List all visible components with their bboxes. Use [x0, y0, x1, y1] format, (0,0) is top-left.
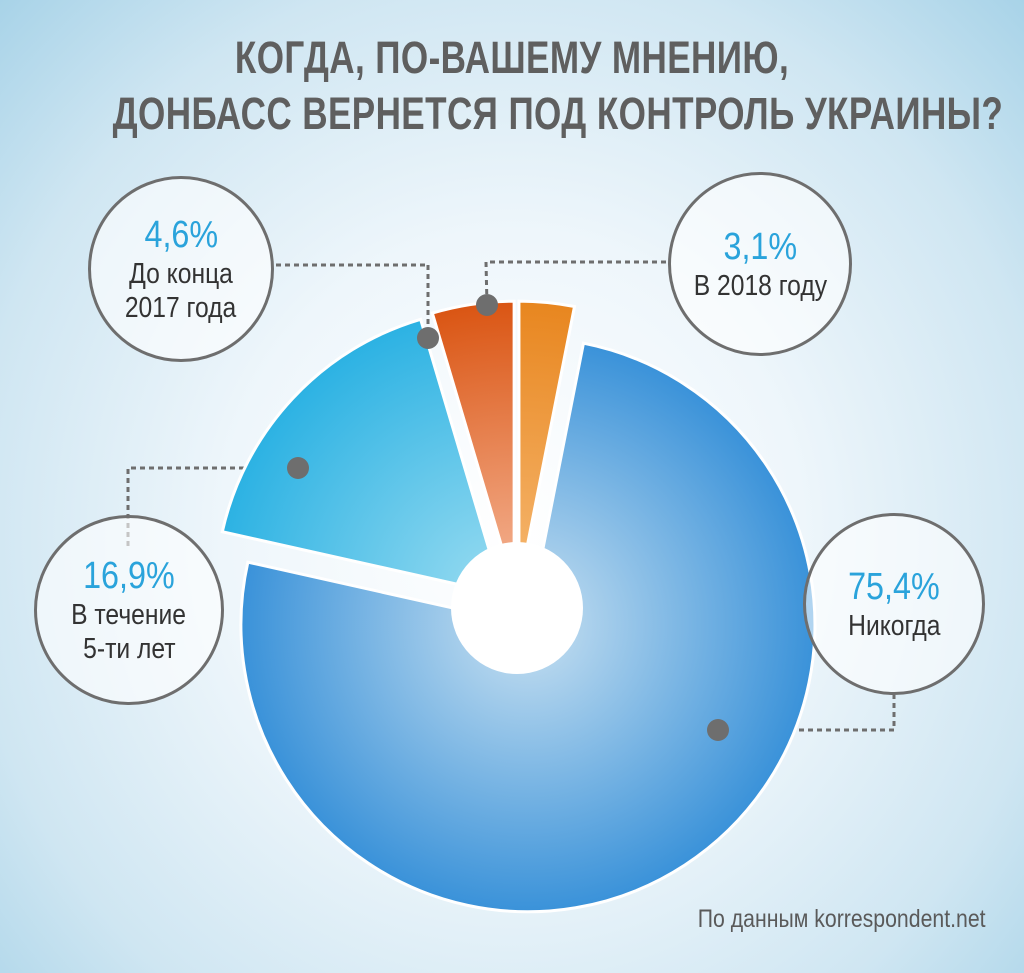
category-label-five-years-line-1: В течение	[71, 599, 187, 631]
chart-title: КОГДА, ПО-ВАШЕМУ МНЕНИЮ, ДОНБАСС ВЕРНЕТС…	[112, 30, 1004, 142]
leader-line-five-years	[126, 466, 298, 548]
value-label-in-2018: 3,1%	[723, 226, 797, 268]
bubble-end-2017: 4,6% До конца 2017 года	[88, 176, 274, 362]
category-label-five-years-line-2: 5-ти лет	[82, 633, 176, 665]
pie-slice-five-years	[220, 317, 505, 597]
donut-hole	[451, 542, 583, 674]
value-label-end-2017: 4,6%	[144, 214, 218, 256]
value-label-five-years: 16,9%	[83, 555, 175, 597]
value-label-never: 75,4%	[848, 566, 940, 608]
chart-title-line-1: КОГДА, ПО-ВАШЕМУ МНЕНИЮ,	[234, 32, 790, 83]
source-credit: По данным korrespondent.net	[698, 905, 986, 933]
slice-marker-never	[707, 719, 729, 741]
chart-title-line-2: ДОНБАСС ВЕРНЕТСЯ ПОД КОНТРОЛЬ УКРАИНЫ?	[112, 88, 1004, 139]
category-label-in-2018: В 2018 году	[693, 270, 827, 302]
bubble-in-2018: 3,1% В 2018 году	[668, 172, 852, 356]
bubble-five-years: 16,9% В течение 5-ти лет	[34, 515, 224, 705]
pie-slice-end-2017	[430, 299, 516, 589]
slice-markers	[287, 294, 729, 741]
slice-marker-in-2018	[476, 294, 498, 316]
slice-marker-end-2017	[417, 327, 439, 349]
category-label-end-2017-line-1: До конца	[129, 258, 233, 290]
slice-marker-five-years	[287, 457, 309, 479]
bubble-never: 75,4% Никогда	[803, 513, 985, 695]
leader-drop-in-2018	[484, 261, 489, 306]
category-label-never: Никогда	[847, 610, 941, 642]
category-label-end-2017-line-2: 2017 года	[125, 292, 237, 324]
pie-slice-in-2018	[517, 299, 577, 589]
